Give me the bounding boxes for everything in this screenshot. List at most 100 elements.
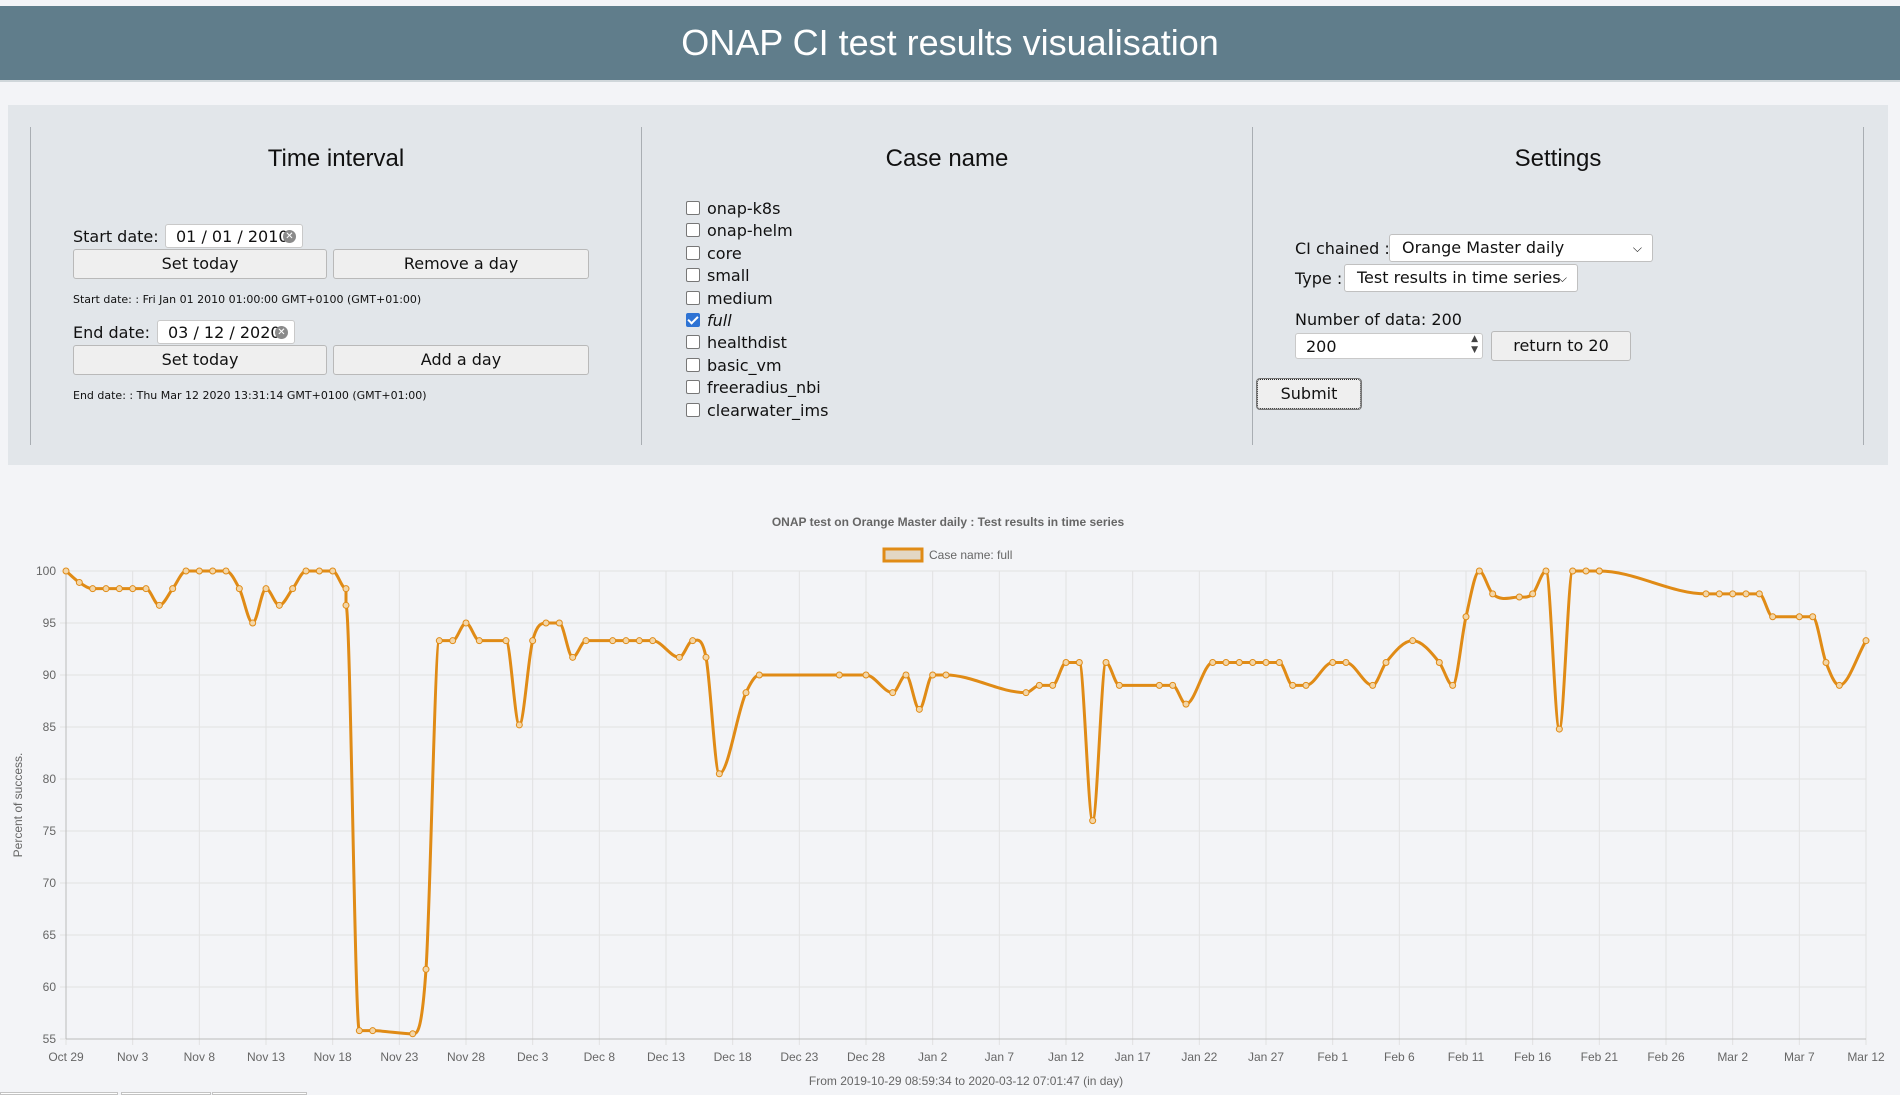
clear-icon[interactable]: ✕ [275,326,288,339]
data-point [1755,590,1763,598]
chart-area: Oct 29 Nov 3 Nov 8 Nov 13 Nov 18 Nov 23 Nov 28… [0,490,1900,1095]
chevron-down-icon: ⌵ [1557,271,1567,285]
data-point [742,689,750,697]
legend-label: Case name: full [929,548,1012,562]
clear-icon[interactable]: ✕ [283,230,296,243]
data-point [1582,567,1590,575]
case-checkbox[interactable] [686,357,700,372]
data-point [62,567,70,575]
data-point [449,637,457,645]
start-date-input[interactable]: 01 / 01 / 2010 ✕ [165,224,303,248]
data-point [1462,613,1470,621]
submit-button[interactable]: Submit [1256,378,1362,410]
data-point [249,619,257,627]
data-point [1169,681,1177,689]
data-point [1382,659,1390,667]
x-tick-label: Feb 11 [1448,1050,1485,1064]
data-point [435,637,443,645]
case-label: core [707,243,742,263]
case-checkbox[interactable] [686,290,700,305]
set-today-start-button[interactable]: Set today [73,249,327,279]
data-point [275,601,283,609]
data-point [222,567,230,575]
series-line [65,569,1868,1036]
data-point [1115,681,1123,689]
data-point [1835,681,1843,689]
data-point [1329,659,1337,667]
data-point [502,637,510,645]
y-tick-label: 100 [36,564,56,578]
x-axis-label: From 2019-10-29 08:59:34 to 2020-03-12 0… [809,1074,1123,1088]
page-title: ONAP CI test results visualisation [681,22,1219,63]
data-point [622,637,630,645]
number-of-data-label: Number of data: 200 [1295,310,1462,329]
case-checkbox[interactable] [686,268,700,283]
data-point [1075,659,1083,667]
case-label: onap-helm [707,221,793,241]
spinner-arrows-icon[interactable]: ▲ ▼ [1471,334,1478,355]
data-point [1449,681,1457,689]
end-date-note: End date: : Thu Mar 12 2020 13:31:14 GMT… [73,389,427,402]
time-interval-title: Time interval [267,145,405,172]
x-tick-label: Dec 8 [584,1050,616,1064]
ci-chained-select[interactable]: Orange Master daily ⌵ [1389,234,1653,262]
remove-a-day-button[interactable]: Remove a day [333,249,589,279]
data-point [1235,659,1243,667]
data-point [649,637,657,645]
data-point [1809,613,1817,621]
x-tick-label: Feb 21 [1581,1050,1619,1064]
data-point [1022,689,1030,697]
data-point [1529,590,1537,598]
x-tick-label: Nov 13 [247,1050,285,1064]
case-checkbox[interactable] [686,380,700,395]
case-name-title: Case name [885,145,1009,172]
chevron-down-icon: ⌵ [1632,241,1642,255]
page-header: ONAP CI test results visualisation [0,6,1900,82]
case-checkbox[interactable] [686,201,700,215]
number-of-data-input[interactable]: 200 ▲ ▼ [1295,333,1483,359]
data-point [142,585,150,593]
add-a-day-button[interactable]: Add a day [333,345,589,375]
data-point [129,585,137,593]
case-label: onap-k8s [707,199,781,218]
set-today-end-button[interactable]: Set today [73,345,327,375]
data-point [1209,659,1217,667]
data-point [369,1027,377,1035]
case-checkbox[interactable] [686,313,700,327]
case-checkbox[interactable] [686,335,700,350]
case-checkbox[interactable] [686,402,700,417]
data-point [1089,817,1097,825]
data-point [1475,567,1483,575]
type-select[interactable]: Test results in time series ⌵ [1344,264,1578,292]
x-tick-label: Dec 18 [714,1050,752,1064]
data-point [1489,590,1497,598]
x-tick-label: Jan 7 [985,1050,1015,1064]
data-point [1729,590,1737,598]
data-point [289,585,297,593]
x-tick-label: Feb 26 [1647,1050,1685,1064]
data-point [1862,637,1870,645]
data-point [1409,637,1417,645]
x-tick-label: Feb 16 [1514,1050,1552,1064]
return-to-20-button[interactable]: return to 20 [1491,331,1631,361]
data-point [302,567,310,575]
case-checkbox[interactable] [686,245,700,260]
data-point [1555,725,1563,733]
y-axis-label: Percent of success. [11,753,25,858]
data-point [1822,659,1830,667]
data-point [1102,659,1110,667]
number-of-data-value: 200 [1306,337,1337,356]
x-tick-label: Dec 3 [517,1050,549,1064]
start-date-note: Start date: : Fri Jan 01 2010 01:00:00 G… [73,293,422,306]
data-point [89,585,97,593]
line-chart: Oct 29 Nov 3 Nov 8 Nov 13 Nov 18 Nov 23 Nov 28… [11,515,1885,1088]
data-point [1035,681,1043,689]
data-point [475,637,483,645]
data-point [1222,659,1230,667]
x-tick-label: Mar 12 [1847,1050,1885,1064]
case-checkbox[interactable] [686,223,700,238]
data-point [835,671,843,679]
end-date-input[interactable]: 03 / 12 / 2020 ✕ [157,320,295,344]
x-tick-label: Mar 2 [1717,1050,1748,1064]
y-tick-label: 75 [43,824,57,838]
